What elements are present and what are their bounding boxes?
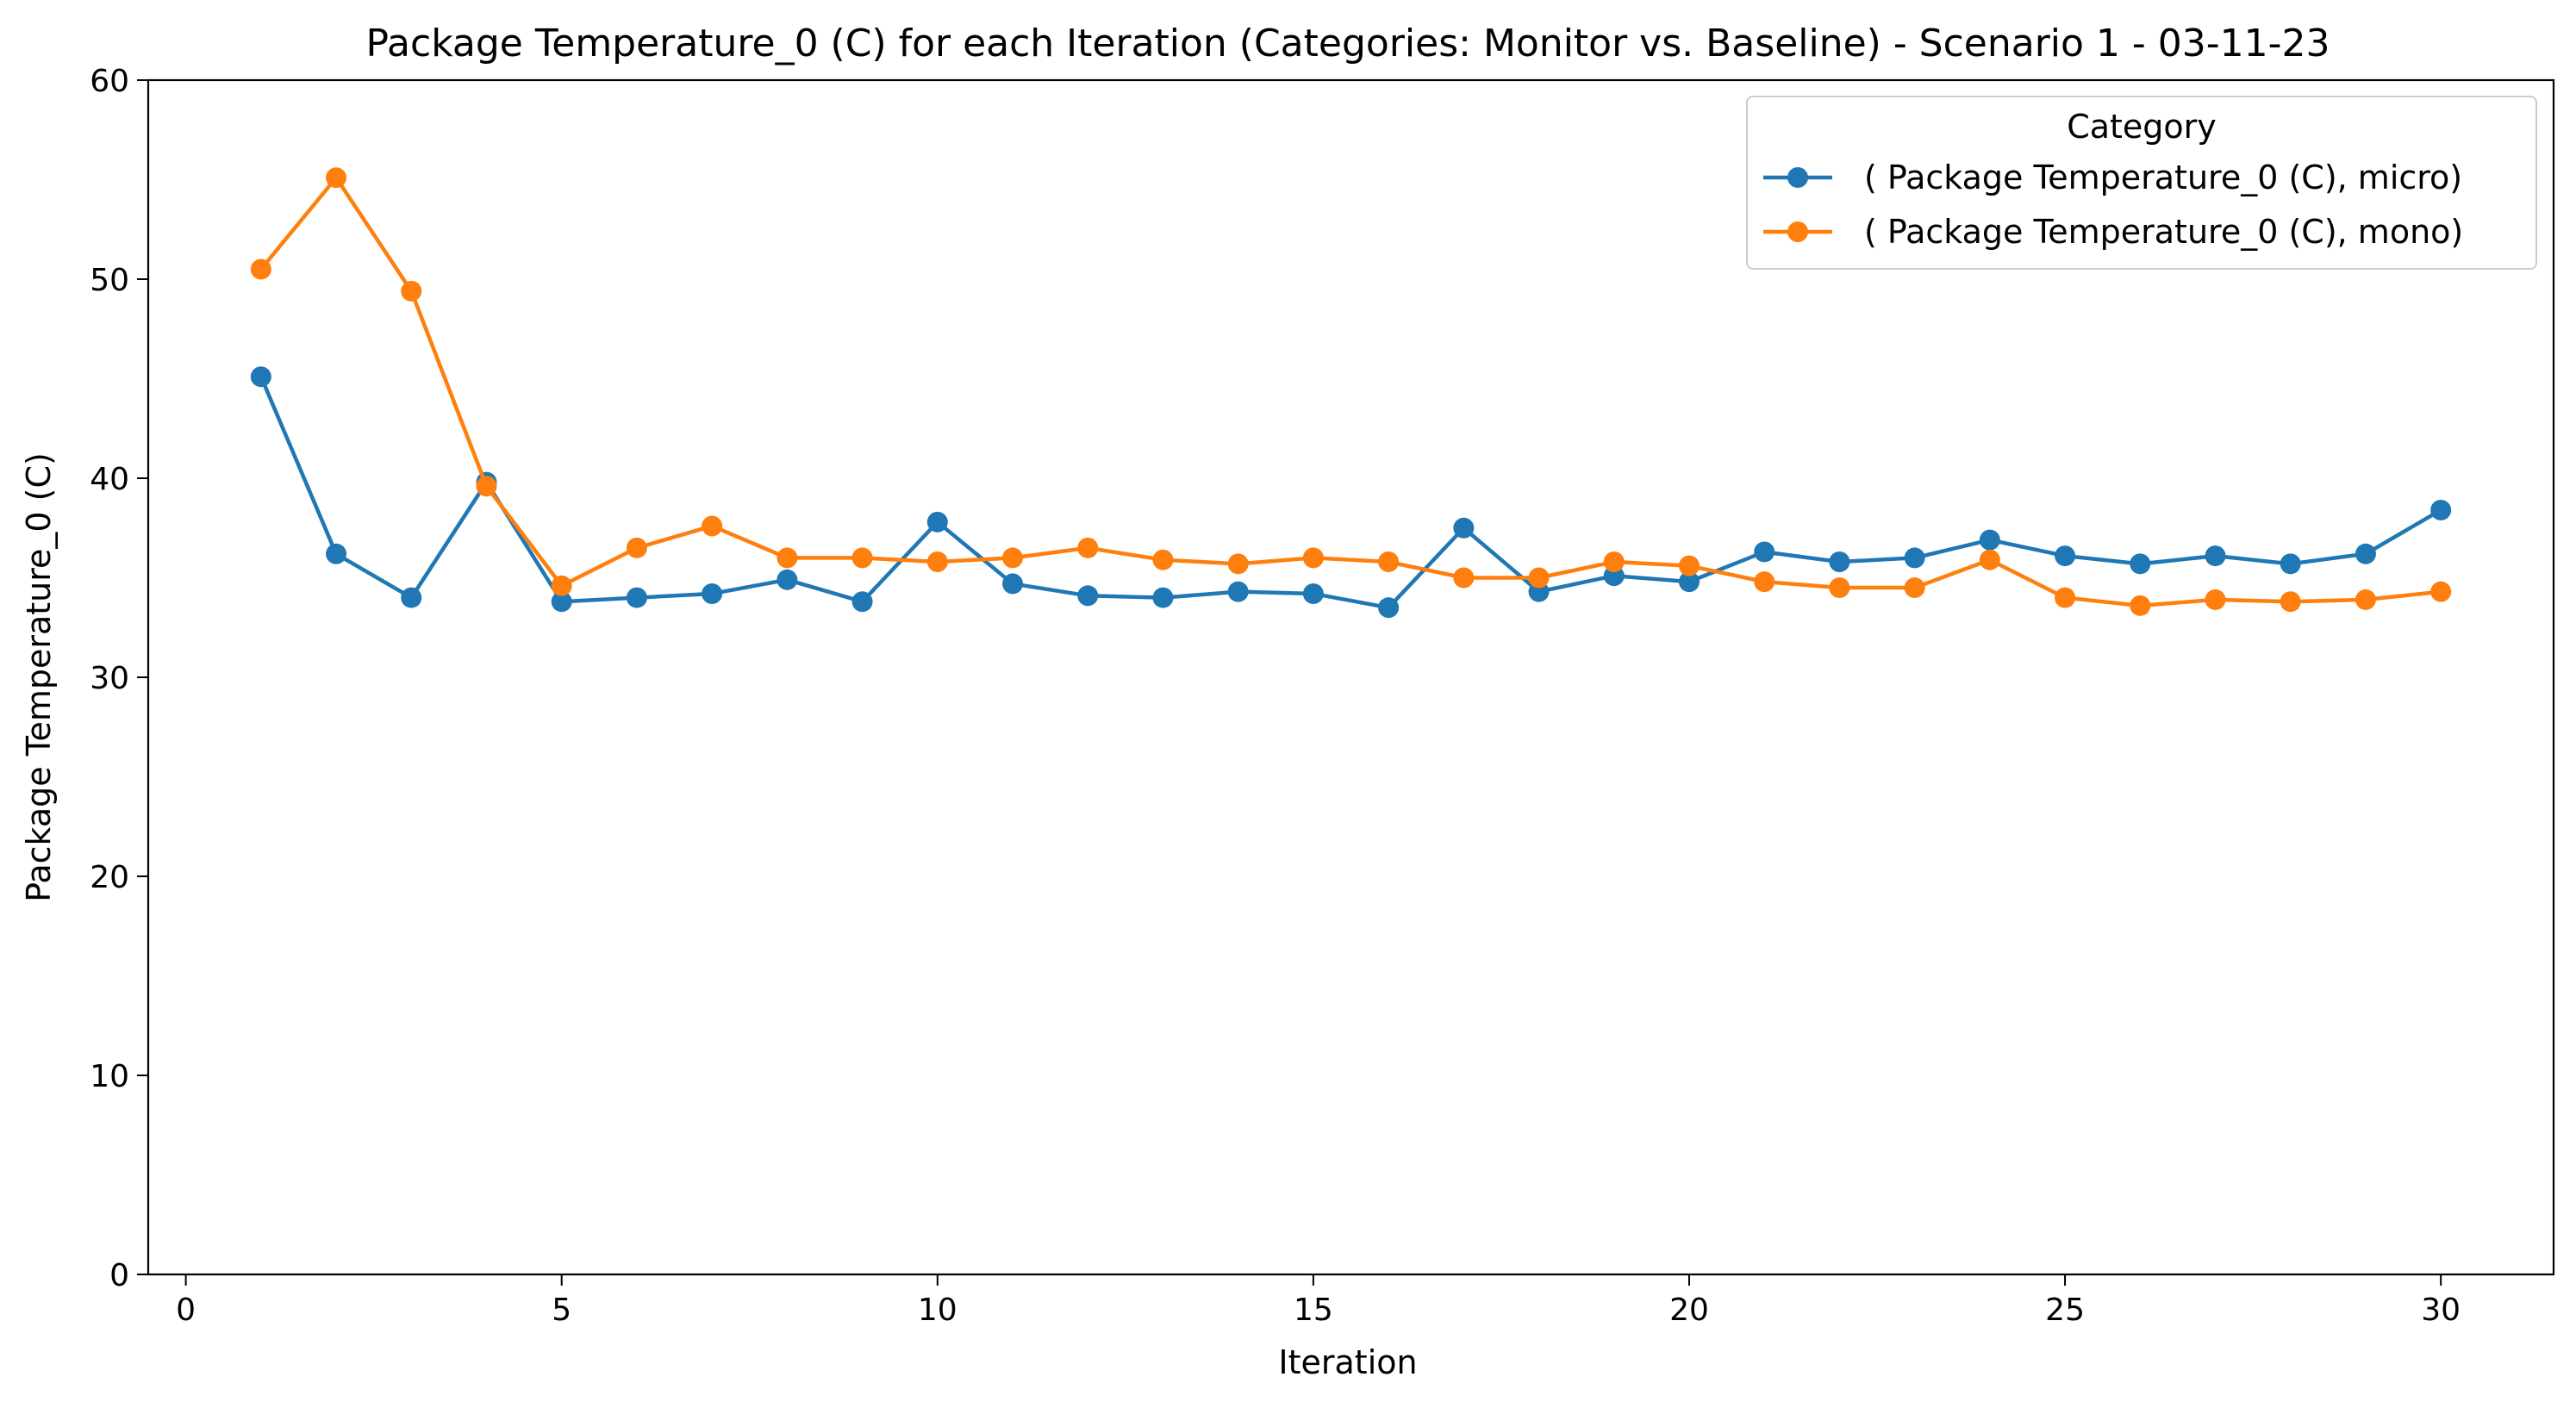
- data-point-micro: [2280, 553, 2301, 575]
- series-mono: [250, 167, 2452, 616]
- data-point-mono: [1453, 567, 1475, 589]
- data-point-micro: [2205, 545, 2226, 567]
- legend-title: Category: [2067, 108, 2217, 146]
- data-point-micro: [1077, 585, 1099, 607]
- data-point-mono: [1904, 577, 1925, 599]
- data-point-mono: [2130, 595, 2151, 616]
- data-point-mono: [2205, 589, 2226, 610]
- data-point-mono: [2430, 581, 2452, 602]
- data-point-mono: [1829, 577, 1850, 599]
- data-point-micro: [851, 591, 873, 613]
- data-point-micro: [2130, 553, 2151, 575]
- data-point-mono: [2055, 587, 2076, 608]
- y-tick-label: 50: [90, 263, 129, 298]
- series-layer: [250, 167, 2452, 619]
- data-point-micro: [2055, 545, 2076, 567]
- data-point-mono: [1678, 555, 1700, 576]
- data-point-micro: [1302, 583, 1324, 604]
- series-line-mono: [259, 175, 2442, 608]
- data-point-micro: [1227, 581, 1249, 602]
- series-micro: [250, 366, 2452, 619]
- data-point-micro: [1002, 573, 1024, 595]
- data-point-mono: [401, 280, 422, 302]
- y-axis-ticks: 0 10 20 30 40 50 60: [90, 64, 148, 1293]
- data-point-micro: [1678, 571, 1700, 593]
- x-tick-label: 5: [552, 1293, 571, 1328]
- data-point-micro: [626, 587, 647, 608]
- data-point-micro: [2430, 499, 2452, 520]
- legend-item-mono[interactable]: ( Package Temperature_0 (C), mono): [1763, 213, 2463, 251]
- legend[interactable]: Category ( Package Temperature_0 (C), mi…: [1746, 96, 2537, 270]
- data-point-micro: [926, 511, 948, 533]
- data-point-micro: [250, 366, 271, 388]
- data-point-mono: [926, 551, 948, 573]
- data-point-mono: [2355, 589, 2376, 610]
- legend-label-micro: ( Package Temperature_0 (C), micro): [1864, 159, 2462, 196]
- data-point-mono: [326, 167, 347, 189]
- y-axis-label: Package Temperature_0 (C): [20, 452, 58, 902]
- x-tick-label: 30: [2421, 1293, 2461, 1328]
- data-point-mono: [1754, 571, 1775, 593]
- data-point-mono: [1077, 537, 1099, 558]
- y-tick-label: 20: [90, 860, 129, 895]
- data-point-mono: [1603, 551, 1625, 573]
- y-tick-label: 60: [90, 64, 129, 99]
- data-point-micro: [1979, 529, 2000, 551]
- legend-item-micro[interactable]: ( Package Temperature_0 (C), micro): [1763, 159, 2462, 196]
- data-point-mono: [1528, 567, 1550, 589]
- chart-title: Package Temperature_0 (C) for each Itera…: [365, 22, 2330, 65]
- data-point-mono: [1002, 547, 1024, 569]
- data-point-micro: [2355, 543, 2376, 564]
- x-tick-label: 10: [918, 1293, 957, 1328]
- data-point-micro: [1453, 517, 1475, 539]
- legend-entries: ( Package Temperature_0 (C), micro) ( Pac…: [1763, 159, 2463, 251]
- data-point-micro: [1829, 551, 1850, 573]
- data-point-micro: [1754, 541, 1775, 563]
- legend-marker-mono: [1787, 221, 1808, 242]
- data-point-mono: [250, 259, 271, 280]
- y-tick-label: 0: [109, 1258, 129, 1293]
- legend-box: [1746, 96, 2537, 270]
- data-point-micro: [551, 591, 572, 613]
- legend-label-mono: ( Package Temperature_0 (C), mono): [1864, 213, 2463, 251]
- data-point-mono: [1979, 549, 2000, 570]
- data-point-mono: [1378, 551, 1400, 573]
- data-point-micro: [401, 587, 422, 608]
- data-point-mono: [1227, 553, 1249, 575]
- plot-frame: [147, 78, 2555, 1276]
- x-tick-label: 25: [2045, 1293, 2085, 1328]
- y-tick-label: 40: [90, 462, 129, 497]
- x-tick-label: 15: [1294, 1293, 1333, 1328]
- legend-marker-micro: [1787, 167, 1808, 188]
- x-axis-ticks: 0 5 10 15 20 25 30: [176, 1274, 2461, 1328]
- data-point-mono: [1302, 547, 1324, 569]
- data-point-micro: [777, 569, 798, 590]
- data-point-mono: [476, 476, 497, 497]
- x-axis-label: Iteration: [1278, 1343, 1417, 1381]
- data-point-mono: [702, 515, 723, 537]
- data-point-mono: [1152, 549, 1174, 570]
- data-point-micro: [1152, 587, 1174, 608]
- y-tick-label: 30: [90, 661, 129, 696]
- x-tick-label: 20: [1669, 1293, 1709, 1328]
- data-point-micro: [326, 543, 347, 564]
- data-point-mono: [851, 547, 873, 569]
- data-point-micro: [702, 583, 723, 604]
- data-point-mono: [626, 537, 647, 558]
- data-point-micro: [1378, 597, 1400, 619]
- data-point-mono: [777, 547, 798, 569]
- x-tick-label: 0: [176, 1293, 196, 1328]
- y-tick-label: 10: [90, 1059, 129, 1094]
- data-point-mono: [2280, 591, 2301, 613]
- data-point-micro: [1904, 547, 1925, 569]
- series-line-micro: [259, 376, 2442, 610]
- data-point-mono: [551, 575, 572, 596]
